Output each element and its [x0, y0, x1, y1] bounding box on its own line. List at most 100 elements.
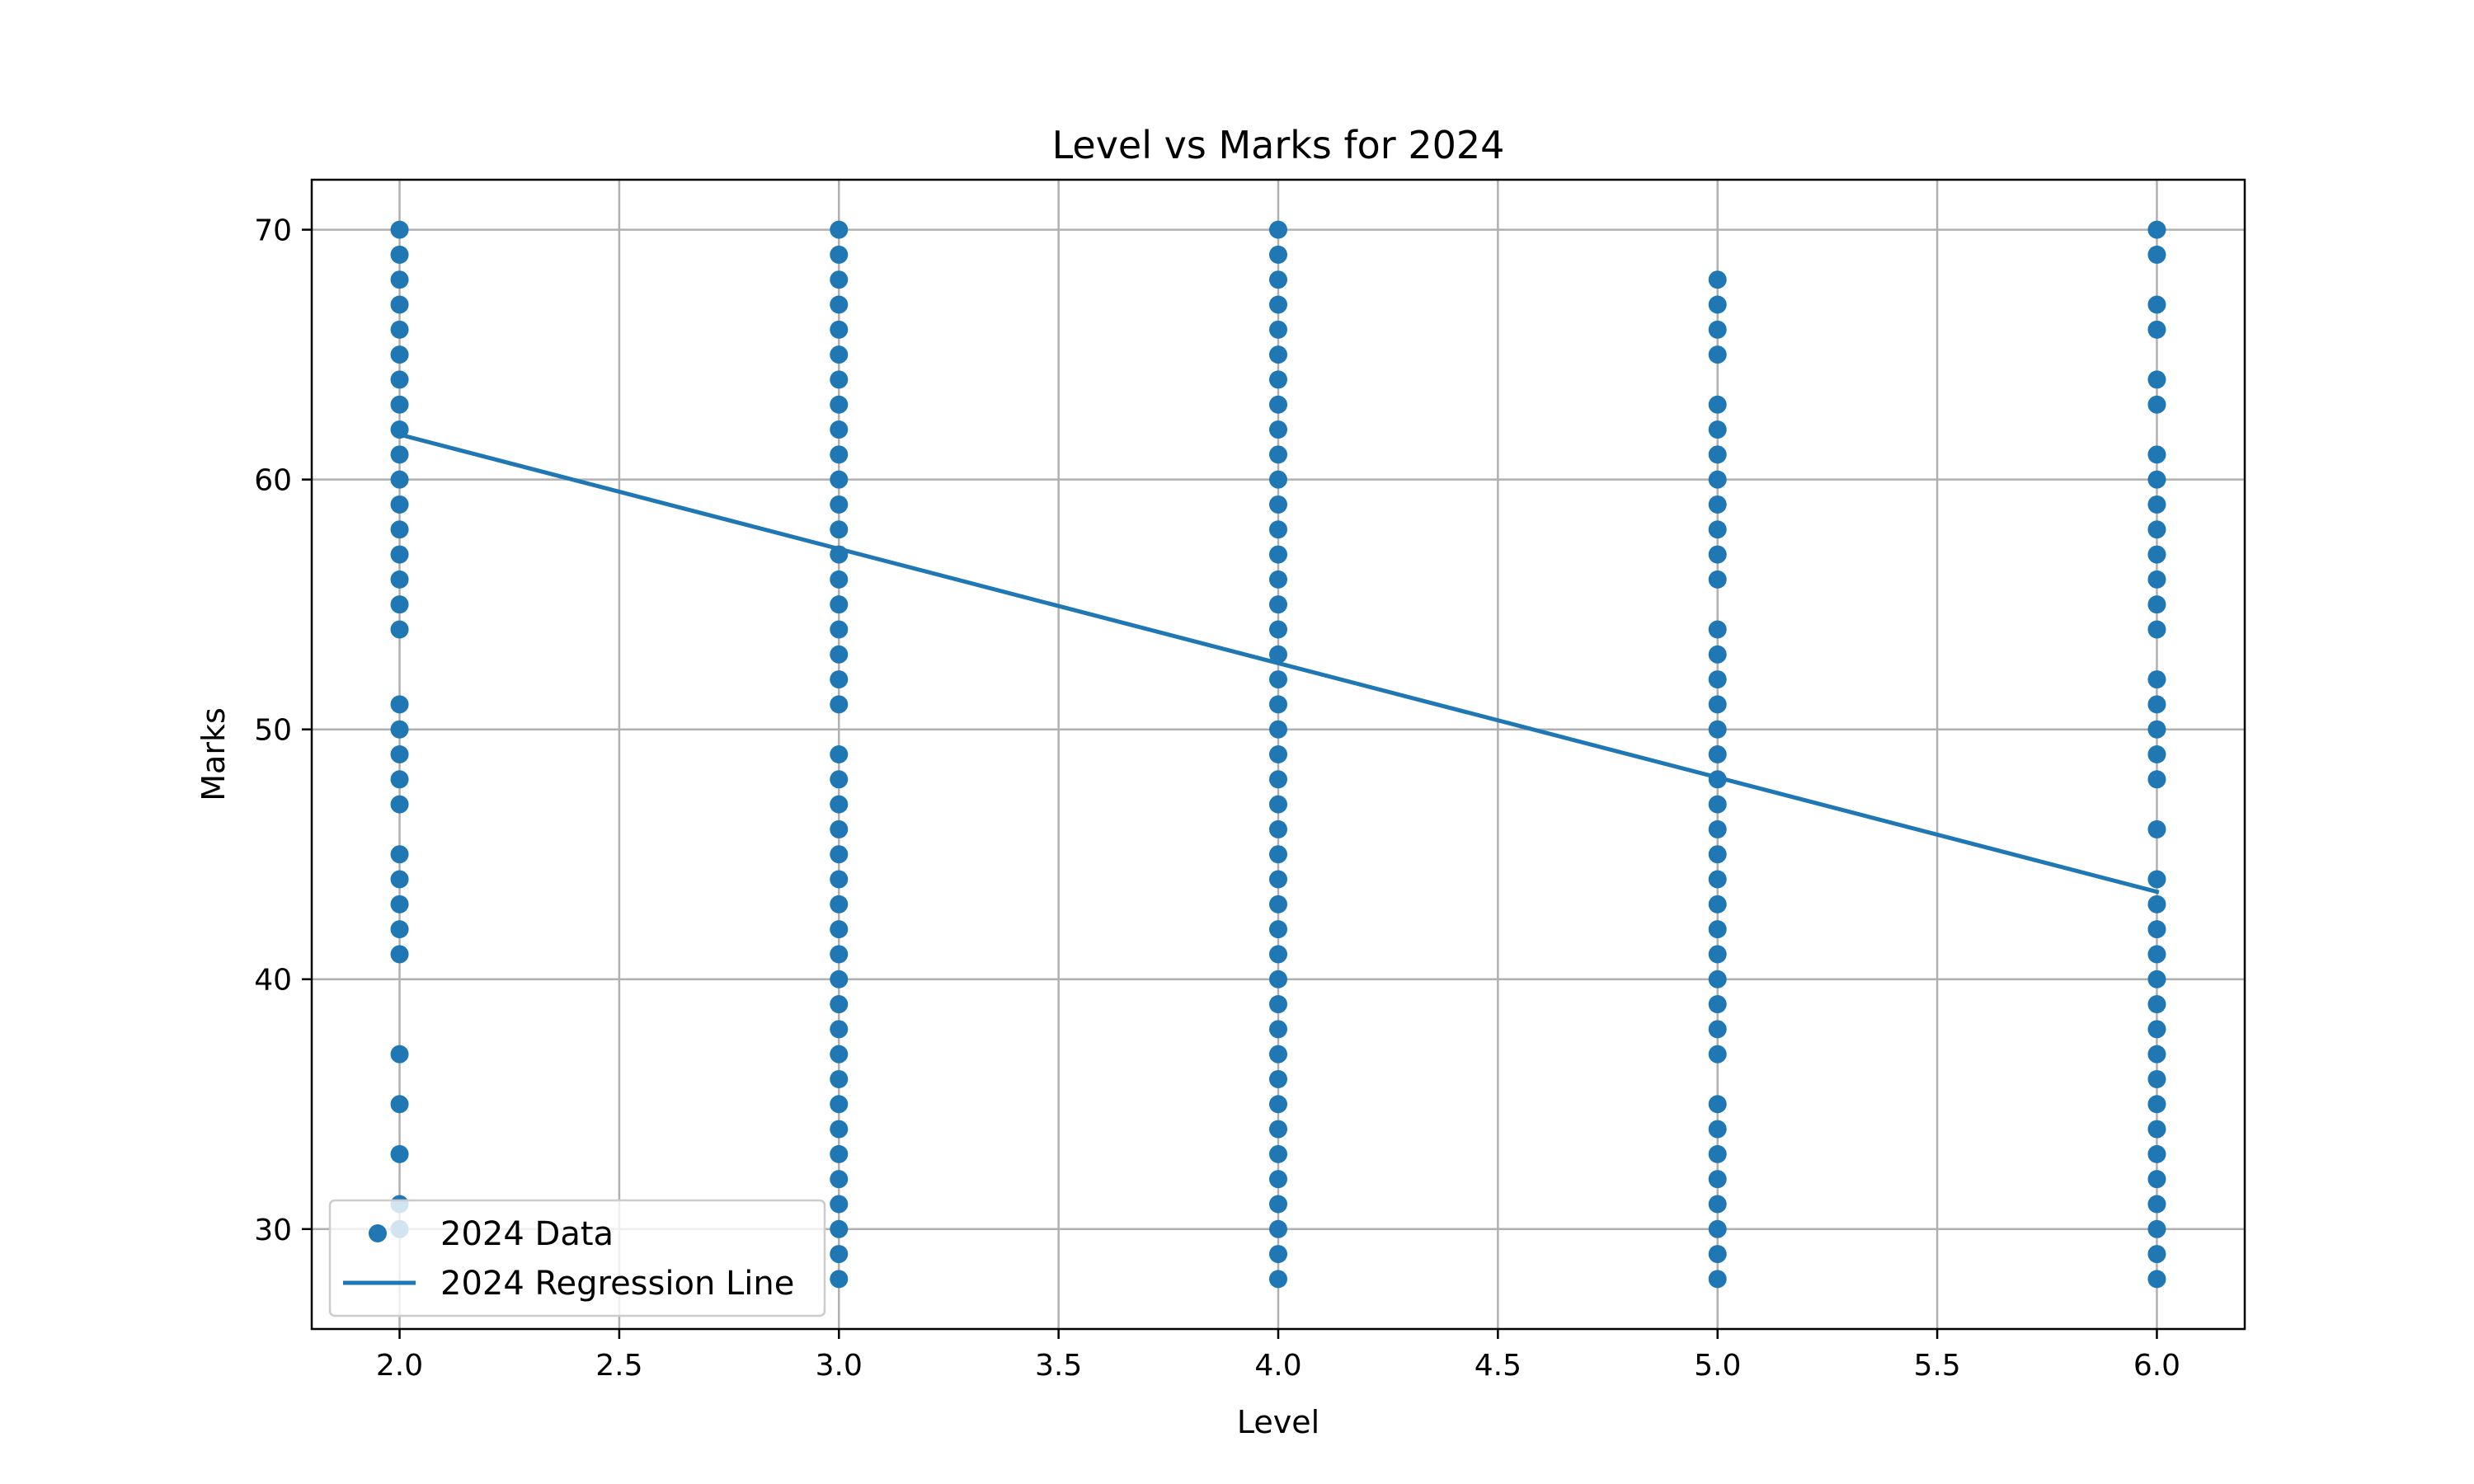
- data-point: [1269, 645, 1287, 664]
- data-point: [2147, 495, 2166, 514]
- y-axis-label: Marks: [195, 707, 232, 801]
- data-point: [830, 245, 849, 264]
- data-point: [390, 845, 409, 864]
- data-point: [830, 1170, 849, 1189]
- data-point: [1708, 945, 1727, 964]
- data-point: [1269, 1120, 1287, 1139]
- data-point: [1708, 745, 1727, 763]
- data-point: [2147, 695, 2166, 714]
- data-point: [390, 420, 409, 439]
- data-point: [830, 595, 849, 614]
- data-point: [1269, 495, 1287, 514]
- x-tick-label: 5.0: [1694, 1349, 1741, 1383]
- data-point: [1708, 1095, 1727, 1114]
- y-tick-label: 70: [254, 214, 292, 248]
- data-point: [390, 945, 409, 964]
- data-point: [1708, 420, 1727, 439]
- data-point: [1708, 720, 1727, 739]
- data-point: [830, 545, 849, 564]
- data-point: [1708, 1144, 1727, 1163]
- data-point: [2147, 920, 2166, 939]
- data-point: [1708, 1120, 1727, 1139]
- data-point: [1269, 270, 1287, 289]
- data-point: [1269, 920, 1287, 939]
- data-point: [2147, 295, 2166, 314]
- data-point: [1269, 1270, 1287, 1289]
- data-point: [1269, 695, 1287, 714]
- data-point: [1269, 670, 1287, 689]
- data-point: [390, 1045, 409, 1064]
- data-point: [1708, 1170, 1727, 1189]
- data-point: [2147, 1045, 2166, 1064]
- data-point: [390, 595, 409, 614]
- data-point: [1708, 545, 1727, 564]
- data-point: [390, 545, 409, 564]
- data-point: [1269, 545, 1287, 564]
- data-point: [830, 770, 849, 789]
- data-point: [1269, 770, 1287, 789]
- data-point: [1269, 1069, 1287, 1088]
- data-point: [390, 470, 409, 489]
- data-point: [390, 895, 409, 913]
- data-point: [1269, 595, 1287, 614]
- data-point: [2147, 1245, 2166, 1264]
- data-point: [830, 895, 849, 913]
- data-point: [830, 745, 849, 763]
- legend-marker-scatter: [369, 1224, 387, 1242]
- data-point: [830, 1270, 849, 1289]
- data-point: [2147, 720, 2166, 739]
- y-tick-label: 30: [254, 1214, 292, 1247]
- data-point: [1708, 345, 1727, 364]
- x-tick-label: 4.0: [1254, 1349, 1301, 1383]
- data-point: [1708, 1219, 1727, 1238]
- data-point: [1269, 745, 1287, 763]
- data-point: [830, 819, 849, 838]
- data-point: [390, 495, 409, 514]
- y-tick-label: 50: [254, 714, 292, 748]
- data-point: [1708, 1245, 1727, 1264]
- data-point: [1269, 970, 1287, 989]
- data-point: [1269, 870, 1287, 889]
- data-point: [1269, 1245, 1287, 1264]
- data-point: [830, 1144, 849, 1163]
- data-point: [830, 270, 849, 289]
- legend-label-regression: 2024 Regression Line: [440, 1265, 794, 1303]
- data-point: [830, 495, 849, 514]
- data-point: [1269, 1095, 1287, 1114]
- data-point: [2147, 1144, 2166, 1163]
- data-point: [2147, 595, 2166, 614]
- data-point: [1269, 370, 1287, 389]
- data-point: [830, 370, 849, 389]
- data-point: [2147, 1270, 2166, 1289]
- data-point: [390, 320, 409, 339]
- data-point: [830, 670, 849, 689]
- data-point: [830, 1095, 849, 1114]
- data-point: [1708, 895, 1727, 913]
- data-point: [1269, 819, 1287, 838]
- data-point: [830, 920, 849, 939]
- data-point: [830, 520, 849, 539]
- data-point: [1269, 420, 1287, 439]
- data-point: [2147, 520, 2166, 539]
- data-point: [2147, 1120, 2166, 1139]
- data-point: [1708, 845, 1727, 864]
- data-point: [1708, 295, 1727, 314]
- data-point: [2147, 445, 2166, 464]
- data-point: [830, 1020, 849, 1039]
- data-point: [1269, 470, 1287, 489]
- data-point: [2147, 1170, 2166, 1189]
- data-point: [1708, 470, 1727, 489]
- data-point: [830, 395, 849, 414]
- data-point: [830, 1245, 849, 1264]
- data-point: [1269, 945, 1287, 964]
- data-point: [1269, 220, 1287, 239]
- data-point: [830, 1069, 849, 1088]
- data-point: [390, 245, 409, 264]
- scatter-points: [390, 220, 2166, 1289]
- data-point: [1269, 295, 1287, 314]
- data-point: [1708, 1020, 1727, 1039]
- data-point: [2147, 1095, 2166, 1114]
- data-point: [2147, 620, 2166, 639]
- data-point: [2147, 470, 2166, 489]
- data-point: [1269, 245, 1287, 264]
